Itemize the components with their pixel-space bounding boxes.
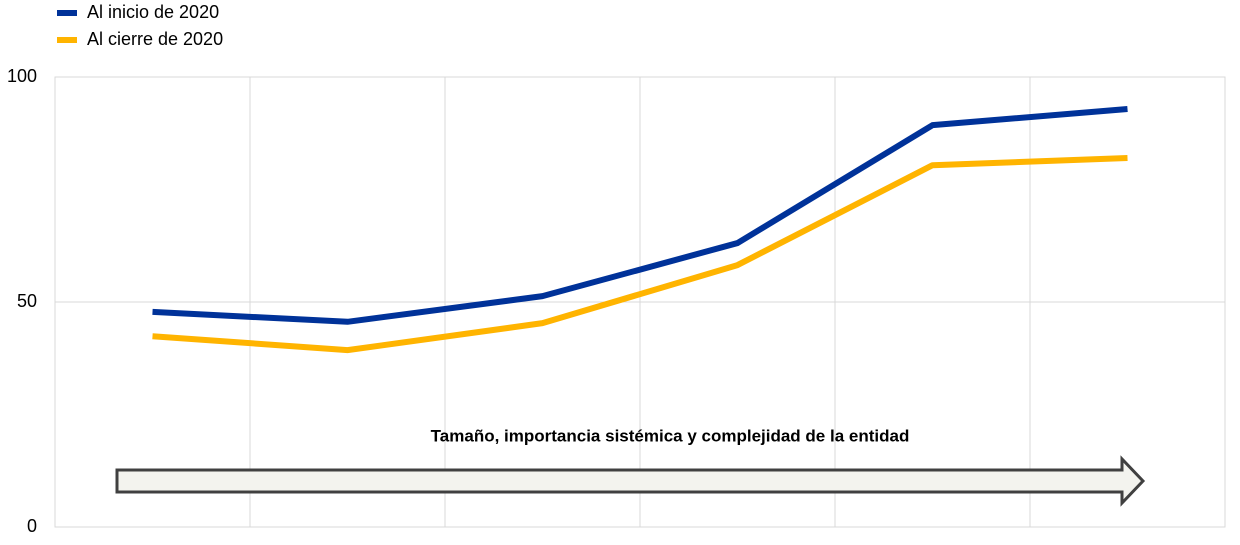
legend-label: Al inicio de 2020	[87, 2, 219, 22]
legend-swatch	[57, 10, 77, 16]
arrow	[115, 455, 1146, 507]
y-tick-label: 0	[27, 516, 37, 536]
annotation: Tamaño, importancia sistémica y compleji…	[431, 426, 910, 445]
line-series	[152, 155, 1128, 354]
legend-label: Al cierre de 2020	[87, 29, 223, 49]
legend-swatch	[57, 37, 77, 43]
y-tick-label: 50	[17, 291, 37, 311]
y-tick-label: 100	[7, 66, 37, 86]
line-series	[152, 105, 1128, 325]
